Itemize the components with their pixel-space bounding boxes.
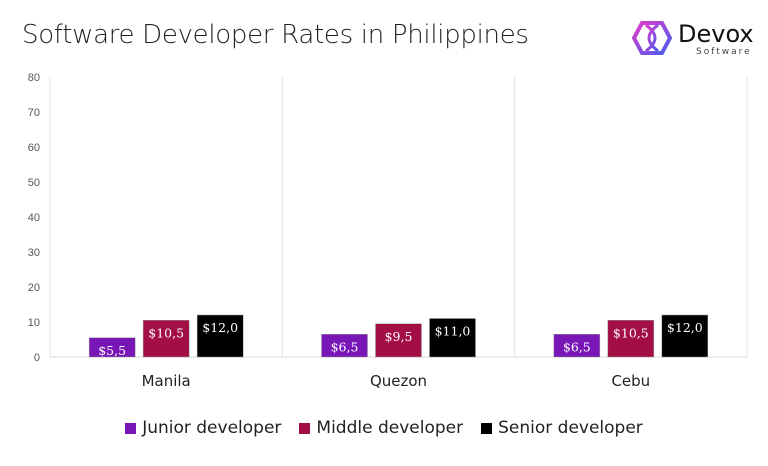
data-label: $5,5 [98,343,126,358]
legend-label: Middle developer [316,418,464,438]
legend-label: Junior developer [142,418,282,438]
y-tick-label: 50 [28,177,40,189]
bar-middle-developer [375,323,422,358]
bar-junior-developer [553,334,601,358]
logo-brand: Devox [678,20,754,48]
bar-junior-developer [88,337,136,358]
x-tick-label: Manila [142,372,191,390]
bar-senior-developer [661,314,709,358]
x-tick-label: Cebu [611,372,650,390]
legend-swatch [299,422,311,434]
data-label: $12,0 [202,320,238,335]
chart-title: Software Developer Rates in Philippines [22,20,529,50]
y-tick-label: 70 [28,107,40,119]
logo-sub: Software [696,47,752,57]
bar-middle-developer [607,320,655,358]
data-label: $9,5 [385,329,413,344]
y-tick-label: 10 [28,317,40,329]
y-tick-label: 20 [28,282,40,294]
x-tick-label: Quezon [370,372,427,390]
data-label: $11,0 [435,324,471,339]
legend-label: Senior developer [498,418,643,438]
y-tick-label: 30 [28,247,40,259]
legend-item: Junior developer [125,418,281,438]
bar-senior-developer [429,318,476,358]
legend: Junior developer Middle developer Senior d… [0,418,768,438]
y-tick-label: 0 [34,352,40,364]
bar-middle-developer [142,320,190,358]
y-tick-label: 40 [28,212,40,224]
legend-item: Senior developer [481,418,643,438]
bar-senior-developer [196,314,244,358]
data-label: $12,0 [667,320,703,335]
data-label: $10,5 [613,325,649,340]
legend-item: Middle developer [299,418,463,438]
legend-swatch [481,422,493,434]
y-tick-label: 60 [28,142,40,154]
legend-swatch [125,422,137,434]
data-label: $6,5 [331,339,359,354]
data-label: $6,5 [563,339,591,354]
logo-hexagon-icon [631,21,673,55]
devox-logo: Devox Software [631,20,762,60]
bar-junior-developer [321,334,368,358]
y-tick-label: 80 [28,72,40,84]
data-label: $10,5 [148,325,184,340]
